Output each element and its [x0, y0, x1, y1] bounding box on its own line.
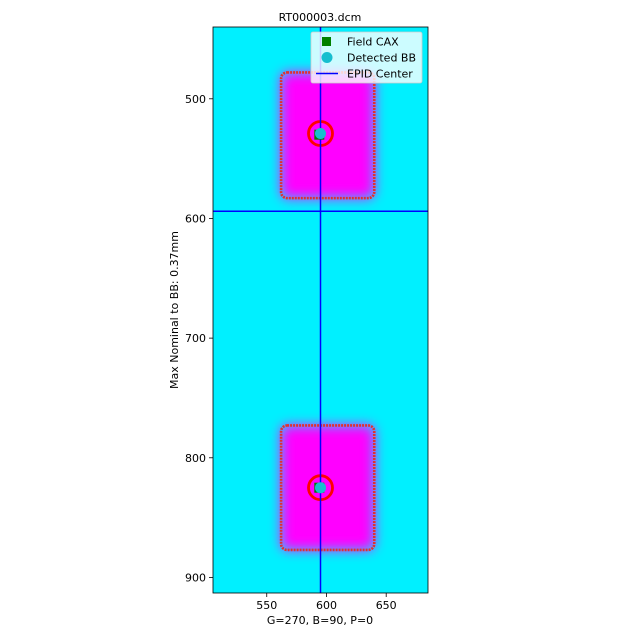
legend-detected-bb-marker: [321, 52, 333, 63]
legend: Field CAX Detected BB EPID Center: [310, 31, 423, 84]
epid-lines-layer: [213, 27, 428, 593]
y-axis-label: Max Nominal to BB: 0.37mm: [168, 231, 181, 389]
x-tick-label-600: 600: [316, 599, 337, 612]
legend-epid-center-label: EPID Center: [347, 68, 413, 81]
x-axis: 550 600 650: [256, 593, 397, 612]
y-axis: 500 600 700 800 900: [185, 93, 213, 584]
y-tick-label-800: 800: [185, 452, 206, 465]
legend-field-cax-label: Field CAX: [347, 36, 399, 49]
detected-bb-marker-2: [315, 482, 326, 494]
y-tick-label-700: 700: [185, 332, 206, 345]
field-region-2: [281, 425, 375, 550]
x-tick-label-650: 650: [376, 599, 397, 612]
field-region-1: [281, 72, 375, 199]
plot-area: [213, 27, 428, 593]
x-axis-label: G=270, B=90, P=0: [267, 614, 373, 627]
chart-title: RT000003.dcm: [279, 11, 362, 24]
y-tick-label-900: 900: [185, 571, 206, 584]
legend-detected-bb-label: Detected BB: [347, 52, 416, 65]
legend-box: [310, 31, 423, 84]
fields-layer: [281, 72, 375, 550]
plot-frame: [212, 26, 429, 594]
x-tick-label-550: 550: [256, 599, 277, 612]
y-tick-label-500: 500: [185, 93, 206, 106]
y-tick-label-600: 600: [185, 212, 206, 225]
field-edge-2: [279, 424, 376, 552]
detected-bb-marker-1: [315, 127, 326, 139]
legend-field-cax-marker: [322, 37, 331, 46]
markers-layer: [314, 127, 326, 494]
